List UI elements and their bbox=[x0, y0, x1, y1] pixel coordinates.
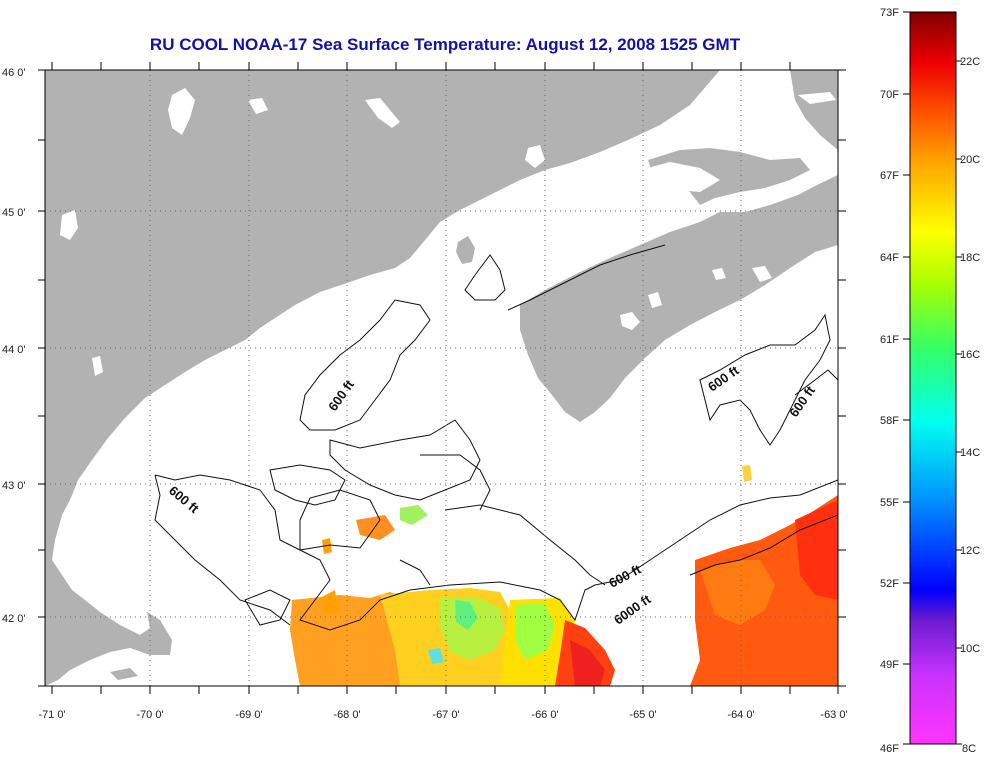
land-nova-scotia bbox=[520, 175, 838, 422]
graticule bbox=[45, 70, 838, 686]
lon-label-65: -65 0' bbox=[629, 709, 656, 721]
cb-label-10c: 10C bbox=[960, 643, 980, 655]
colorbar-gradient bbox=[909, 11, 957, 745]
land-cape-breton bbox=[790, 70, 838, 150]
map-title: RU COOL NOAA-17 Sea Surface Temperature:… bbox=[149, 35, 741, 54]
lat-label-42: 42 0' bbox=[2, 613, 26, 625]
cb-label-14c: 14C bbox=[960, 447, 980, 459]
cb-label-22c: 22C bbox=[960, 56, 980, 68]
tick-marks bbox=[38, 62, 846, 694]
cb-label-20c: 20C bbox=[960, 154, 980, 166]
lon-label-68: -68 0' bbox=[333, 709, 360, 721]
cb-label-70f: 70F bbox=[880, 89, 899, 101]
cb-label-52f: 52F bbox=[880, 578, 899, 590]
lon-label-71: -71 0' bbox=[38, 709, 65, 721]
land-grand-manan bbox=[456, 236, 475, 264]
lon-label-67: -67 0' bbox=[432, 709, 459, 721]
colorbar-ticks bbox=[903, 11, 962, 745]
cb-label-16c: 16C bbox=[960, 349, 980, 361]
lat-label-46: 46 0' bbox=[2, 67, 26, 79]
lat-label-45: 45 0' bbox=[2, 207, 26, 219]
cb-label-18c: 18C bbox=[960, 252, 980, 264]
cb-label-73f: 73F bbox=[880, 7, 899, 19]
cb-label-61f: 61F bbox=[880, 334, 899, 346]
lon-label-69: -69 0' bbox=[235, 709, 262, 721]
land-nantucket bbox=[110, 668, 138, 680]
map-frame bbox=[44, 69, 839, 687]
cb-label-8c: 8C bbox=[962, 743, 976, 755]
cb-label-12c: 12C bbox=[960, 545, 980, 557]
cb-label-67f: 67F bbox=[880, 170, 899, 182]
cb-label-64f: 64F bbox=[880, 252, 899, 264]
lon-label-70: -70 0' bbox=[136, 709, 163, 721]
lat-label-44: 44 0' bbox=[2, 344, 26, 356]
cb-label-46f: 46F bbox=[880, 743, 899, 755]
colorbar: 73F 70F 67F 64F 61F 58F 55F 52F 49F 46F … bbox=[880, 7, 980, 755]
minas-basin bbox=[640, 162, 720, 192]
lon-label-63: -63 0' bbox=[820, 709, 847, 721]
cb-label-58f: 58F bbox=[880, 415, 899, 427]
inland-lakes bbox=[60, 88, 836, 376]
sst-data bbox=[290, 465, 838, 686]
lat-label-43: 43 0' bbox=[2, 480, 26, 492]
land-mainland bbox=[45, 70, 720, 686]
lon-label-64: -64 0' bbox=[727, 709, 754, 721]
lon-label-66: -66 0' bbox=[531, 709, 558, 721]
cb-label-55f: 55F bbox=[880, 497, 899, 509]
cb-label-49f: 49F bbox=[880, 659, 899, 671]
